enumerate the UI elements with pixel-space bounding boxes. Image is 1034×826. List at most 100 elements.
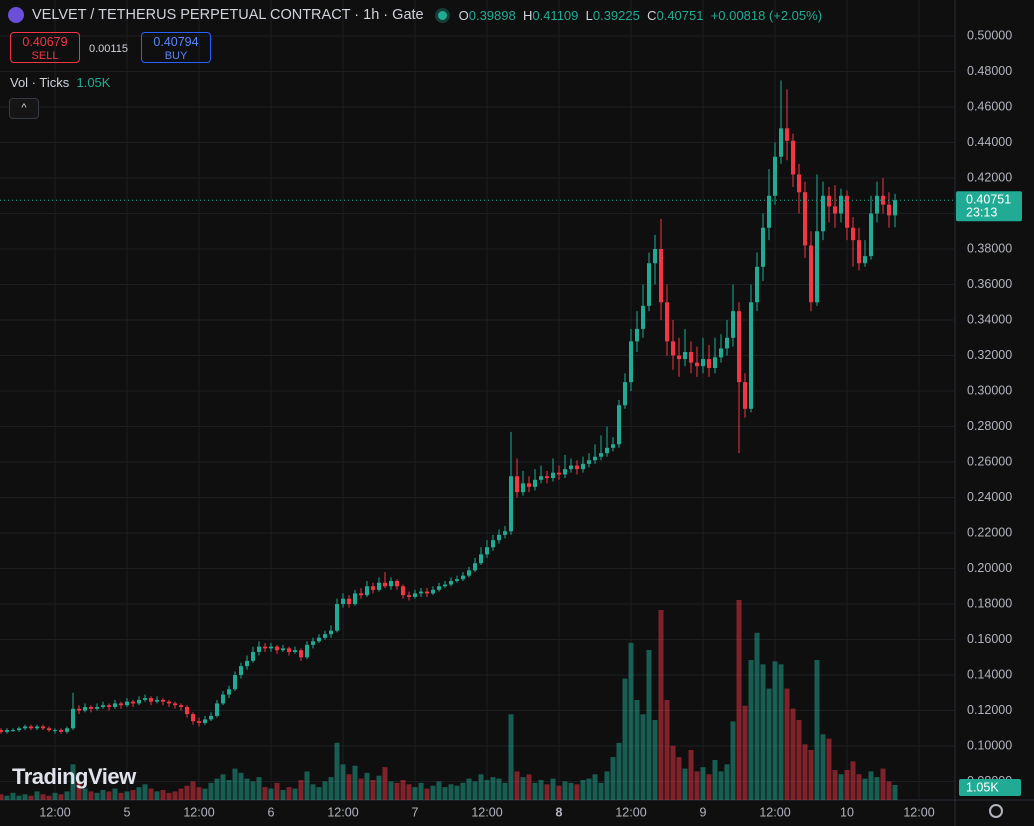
candle-body <box>35 726 40 729</box>
volume-bar <box>334 742 340 800</box>
volume-bar <box>484 780 490 800</box>
volume-bar <box>514 771 520 800</box>
candle-body <box>191 714 196 722</box>
volume-bar <box>232 768 238 800</box>
volume-bar <box>694 771 700 800</box>
candle-body <box>335 604 340 631</box>
candle-body <box>443 584 448 587</box>
candle-body <box>563 469 568 475</box>
candle-body <box>353 593 358 605</box>
volume-bar <box>454 785 460 800</box>
volume-bar <box>598 782 604 800</box>
volume-bar <box>778 664 784 800</box>
volume-bar <box>28 795 34 800</box>
candle-body <box>389 580 394 587</box>
candle-body <box>887 204 892 216</box>
candle-body <box>305 644 310 658</box>
volume-bar <box>766 688 772 800</box>
volume-bar <box>328 777 334 800</box>
candle-body <box>551 472 556 479</box>
candle-body <box>515 476 520 493</box>
settings-button[interactable] <box>989 804 1003 818</box>
candle-body <box>395 580 400 587</box>
volume-bar <box>682 768 688 800</box>
volume-bar <box>52 792 58 800</box>
volume-bar <box>604 771 610 800</box>
volume-bar <box>226 780 232 800</box>
candle-body <box>455 579 460 581</box>
candle-body <box>17 728 22 731</box>
volume-bar <box>424 788 430 800</box>
volume-legend: Vol · Ticks 1.05K <box>10 75 110 90</box>
candle-body <box>749 302 754 409</box>
x-tick-label: 7 <box>412 805 419 819</box>
volume-bar <box>292 788 298 800</box>
buy-button[interactable]: 0.40794 BUY <box>141 32 211 63</box>
price-tag-value: 0.40751 <box>966 193 1011 207</box>
candle-body <box>647 263 652 306</box>
volume-bar <box>448 784 454 800</box>
volume-bar <box>532 782 538 800</box>
volume-bar <box>838 774 844 800</box>
y-tick-label: 0.42000 <box>967 170 1012 184</box>
collapse-button[interactable]: ^ <box>9 98 39 119</box>
candle-body <box>317 637 322 642</box>
volume-bar <box>460 782 466 800</box>
volume-bar <box>772 661 778 800</box>
sell-label: SELL <box>31 50 59 62</box>
candle-body <box>239 666 244 676</box>
ohlc-label: C <box>647 7 657 23</box>
x-tick-label: 12:00 <box>615 805 646 819</box>
candle-body <box>875 195 880 214</box>
volume-bar <box>712 760 718 800</box>
candle-body <box>725 337 730 349</box>
x-tick-label: 12:00 <box>759 805 790 819</box>
volume-bar <box>394 782 400 800</box>
volume-bar <box>220 774 226 800</box>
volume-bar <box>658 610 664 800</box>
y-tick-label: 0.46000 <box>967 99 1012 113</box>
candle-body <box>41 726 46 729</box>
volume-bar <box>886 781 892 800</box>
volume-bar <box>370 780 376 800</box>
candle-body <box>809 245 814 303</box>
volume-bar <box>430 785 436 800</box>
ohlc-label: O <box>458 7 469 23</box>
candle-body <box>275 646 280 651</box>
volume-bar <box>442 787 448 800</box>
x-tick-label: 12:00 <box>39 805 70 819</box>
ohlc-value: 0.40751 <box>656 7 704 23</box>
y-tick-label: 0.22000 <box>967 525 1012 539</box>
volume-bar <box>580 780 586 800</box>
candle-body <box>71 708 76 729</box>
volume-bar <box>286 787 292 800</box>
candle-body <box>497 534 502 541</box>
candle-body <box>767 195 772 228</box>
candle-body <box>269 646 274 649</box>
candle-body <box>23 726 28 729</box>
candle-body <box>431 589 436 594</box>
volume-bar <box>322 781 328 800</box>
volume-bar <box>100 790 106 800</box>
volume-tag <box>959 779 1021 796</box>
candle-body <box>185 706 190 715</box>
volume-bar <box>10 792 16 800</box>
volume-bar <box>880 768 886 800</box>
candle-body <box>53 730 58 732</box>
x-tick-label: 5 <box>124 805 131 819</box>
candle-body <box>533 479 538 487</box>
volume-bar <box>856 774 862 800</box>
candle-body <box>221 694 226 704</box>
candle-body <box>677 355 682 360</box>
candle-body <box>737 311 742 383</box>
candle-body <box>611 444 616 448</box>
status-dot <box>437 10 447 20</box>
sell-button[interactable]: 0.40679 SELL <box>10 32 80 63</box>
volume-bar <box>202 788 208 800</box>
volume-bar <box>670 745 676 800</box>
volume-bar <box>610 757 616 800</box>
candle-body <box>77 708 82 711</box>
candle-body <box>593 456 598 461</box>
candle-body <box>341 598 346 605</box>
candle-body <box>659 249 664 303</box>
